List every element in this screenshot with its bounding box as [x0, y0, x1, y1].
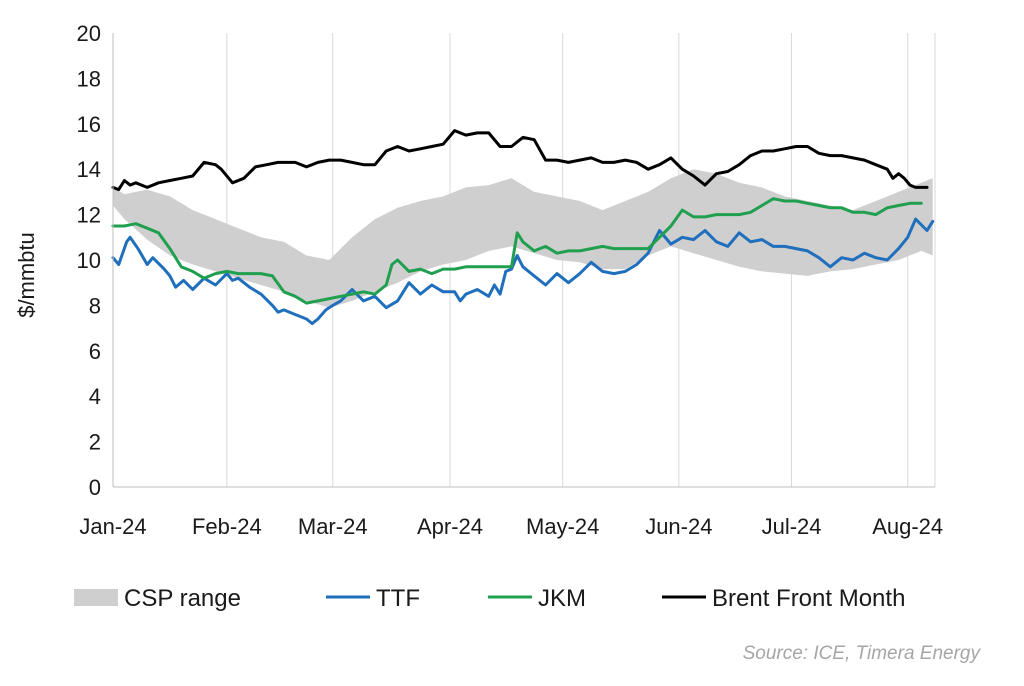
csp-band-layer [113, 169, 933, 308]
y-tick-label-0: 0 [89, 475, 101, 500]
x-tick-label-apr-24: Apr-24 [417, 514, 483, 539]
y-tick-label-12: 12 [77, 203, 101, 228]
x-tick-label-mar-24: Mar-24 [298, 514, 368, 539]
y-tick-label-16: 16 [77, 112, 101, 137]
y-tick-label-20: 20 [77, 21, 101, 46]
csp-range-band [113, 169, 933, 308]
legend-label-csp: CSP range [124, 585, 241, 612]
legend-item-brent: Brent Front Month [662, 585, 905, 612]
brent-series-line [111, 129, 929, 192]
y-tick-label-6: 6 [89, 339, 101, 364]
legend-label-ttf: TTF [376, 585, 420, 612]
x-tick-label-jun-24: Jun-24 [645, 514, 712, 539]
x-tick-label-feb-24: Feb-24 [192, 514, 262, 539]
y-tick-label-18: 18 [77, 66, 101, 91]
legend-item-ttf: TTF [326, 585, 420, 612]
y-tick-label-8: 8 [89, 293, 101, 318]
axes: 0 2 4 6 8 10 12 14 16 18 20 Jan-24 Feb-24 Mar-24 Apr-2… [77, 21, 944, 539]
legend-item-jkm: JKM [488, 585, 586, 612]
y-tick-label-2: 2 [89, 430, 101, 455]
x-tick-label-aug-24: Aug-24 [872, 514, 943, 539]
y-tick-label-14: 14 [77, 157, 101, 182]
series-layer [111, 129, 935, 326]
ttf-series-line [111, 217, 935, 326]
legend: CSP range TTF JKM Brent Front Month [74, 585, 905, 612]
x-tick-label-jul-24: Jul-24 [762, 514, 822, 539]
legend-item-csp: CSP range [74, 585, 241, 612]
legend-label-brent: Brent Front Month [712, 585, 905, 612]
jkm-series-line [111, 197, 923, 305]
legend-label-jkm: JKM [538, 585, 586, 612]
y-tick-label-4: 4 [89, 384, 101, 409]
y-axis-title: $/mmbtu [14, 232, 39, 318]
x-tick-label-may-24: May-24 [526, 514, 599, 539]
y-tick-label-10: 10 [77, 248, 101, 273]
source-note: Source: ICE, Timera Energy [742, 643, 980, 664]
legend-swatch-csp [74, 589, 118, 606]
x-tick-label-jan-24: Jan-24 [79, 514, 146, 539]
